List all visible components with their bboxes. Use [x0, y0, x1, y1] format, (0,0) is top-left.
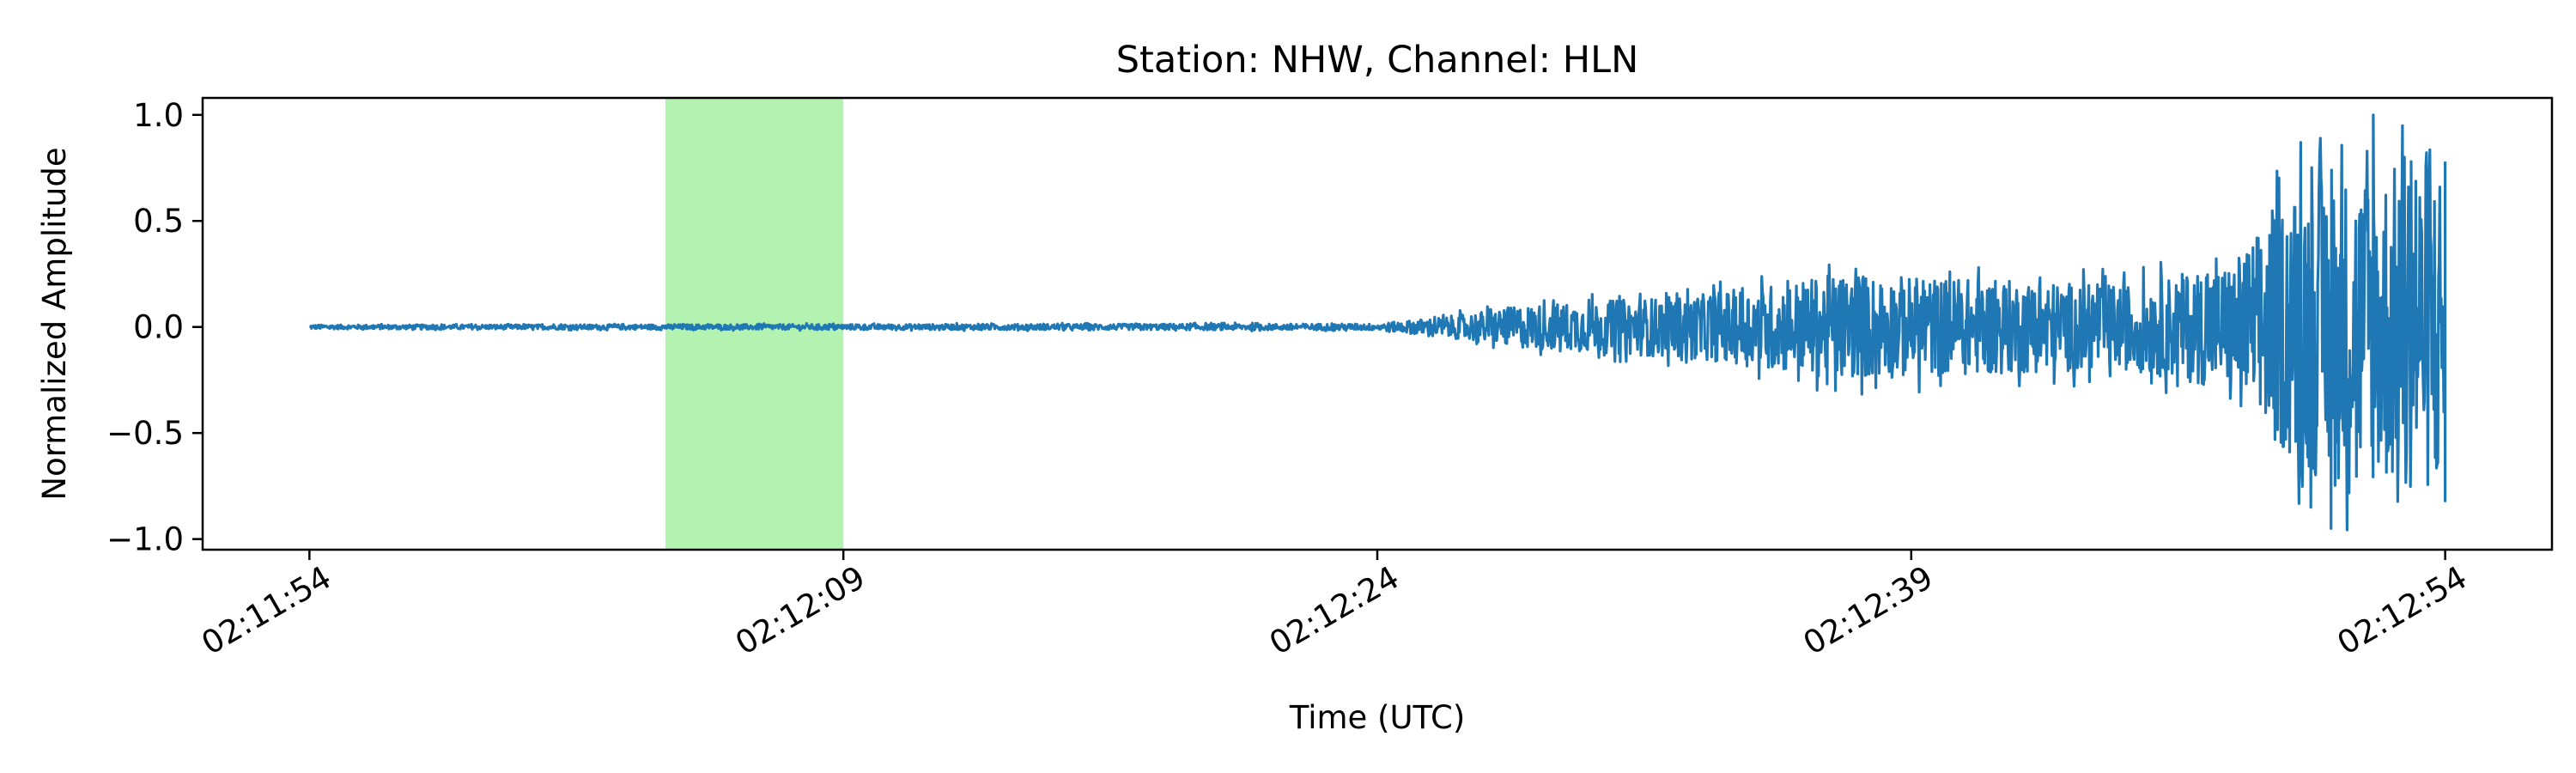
y-tick-label: 0.0: [133, 309, 184, 346]
waveform-line: [308, 113, 2447, 532]
y-axis-label: Normalized Amplitude: [36, 147, 73, 500]
x-tick-label: 02:12:39: [1797, 559, 1939, 662]
chart-title: Station: NHW, Channel: HLN: [1116, 39, 1639, 82]
x-tick-label: 02:11:54: [195, 559, 337, 662]
y-tick-label: −0.5: [106, 415, 184, 452]
waveform-trace-group: [308, 113, 2447, 532]
y-tick-label: 0.5: [133, 203, 184, 240]
x-tick-label: 02:12:09: [729, 559, 871, 662]
y-tick-label: −1.0: [106, 521, 184, 558]
x-axis-label: Time (UTC): [1289, 699, 1466, 736]
y-tick-label: 1.0: [133, 97, 184, 134]
y-axis: 1.0 0.5 0.0 −0.5 −1.0: [106, 97, 203, 558]
highlight-band-group: [665, 98, 844, 550]
x-tick-label: 02:12:54: [2331, 559, 2473, 662]
highlight-band: [665, 98, 844, 550]
x-axis: 02:11:54 02:12:09 02:12:24 02:12:39 02:12:54: [195, 550, 2473, 662]
x-tick-label: 02:12:24: [1263, 559, 1405, 662]
